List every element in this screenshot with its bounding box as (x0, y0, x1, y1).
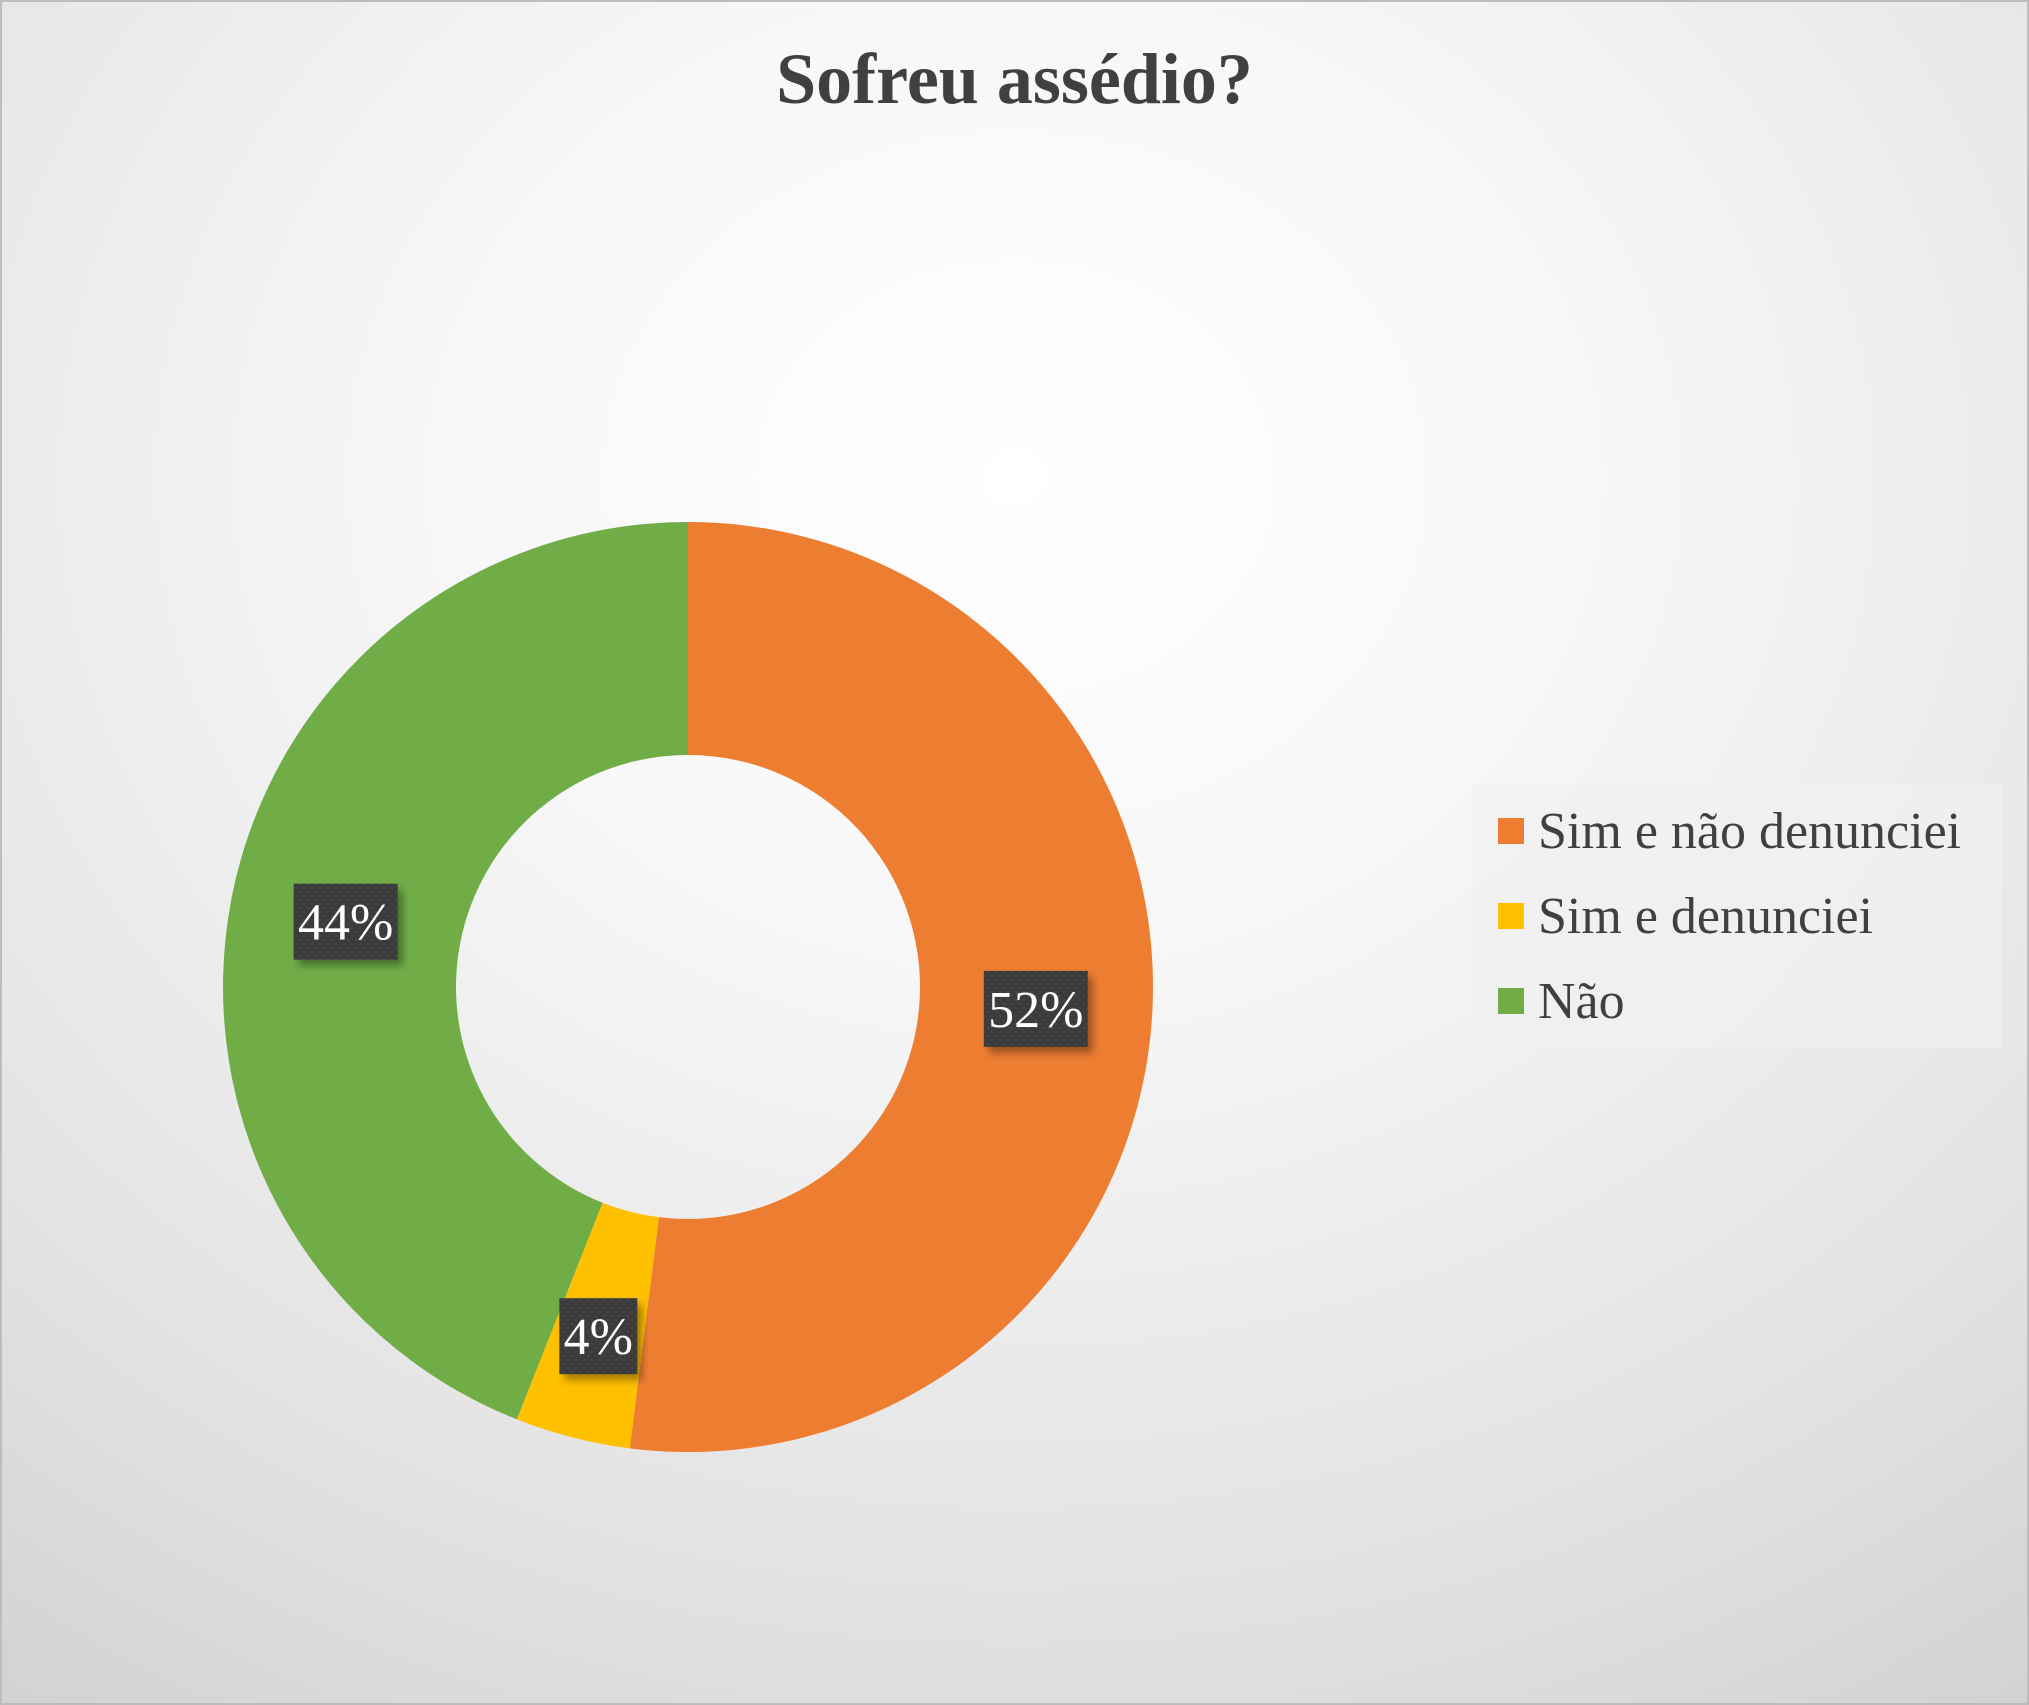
legend-item: Sim e não denunciei (1498, 796, 1961, 866)
legend-swatch (1498, 818, 1524, 844)
legend-label: Não (1538, 972, 1625, 1030)
slice-nao (222, 522, 689, 1420)
donut-slices (222, 522, 1153, 1452)
legend-swatch (1498, 903, 1524, 929)
data-labels: 52% 4% 44% (293, 883, 1088, 1375)
legend-item: Sim e denunciei (1498, 881, 1873, 951)
data-label-text: 4% (564, 1309, 633, 1366)
data-label-box (293, 883, 398, 960)
data-label-text: 52% (988, 982, 1083, 1039)
data-label-box (983, 970, 1088, 1047)
legend-swatch (1498, 988, 1524, 1014)
data-label-sim-denunciei: 4% (559, 1298, 638, 1375)
legend-label: Sim e denunciei (1538, 887, 1874, 945)
legend: Sim e não denunciei Sim e denunciei Não (1472, 784, 2002, 1048)
data-label-nao: 44% (293, 883, 398, 960)
data-label-text: 44% (298, 895, 393, 952)
legend-item: Não (1498, 966, 1625, 1036)
legend-label: Sim e não denunciei (1538, 802, 1962, 860)
data-label-sim-nao-denunciei: 52% (983, 970, 1088, 1047)
chart-title: Sofreu assédio? (776, 39, 1253, 119)
slice-sim-nao-denunciei (629, 522, 1153, 1452)
data-label-box (559, 1298, 638, 1375)
